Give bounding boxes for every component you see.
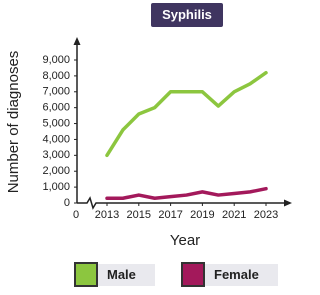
y-tick-label: 2,000 bbox=[42, 165, 70, 177]
y-tick-label: 4,000 bbox=[42, 133, 70, 145]
y-tick-label: 8,000 bbox=[42, 70, 70, 82]
legend-label-box bbox=[204, 264, 278, 286]
x-tick-label: 2017 bbox=[158, 209, 182, 221]
x-axis-title: Year bbox=[170, 232, 200, 249]
x-origin-label: 0 bbox=[73, 209, 79, 221]
chart-title: Syphilis bbox=[162, 7, 212, 22]
series-line bbox=[105, 70, 268, 158]
x-tick-label: 2013 bbox=[95, 209, 119, 221]
y-tick-label: 6,000 bbox=[42, 102, 70, 114]
y-tick-label: 3,000 bbox=[42, 149, 70, 161]
title-box bbox=[151, 3, 223, 27]
x-arrow bbox=[284, 199, 292, 207]
x-tick-label: 2015 bbox=[127, 209, 151, 221]
legend-swatch bbox=[181, 262, 205, 287]
legend-label: Male bbox=[107, 267, 136, 282]
legend-swatch bbox=[74, 262, 98, 287]
y-tick-label: 1,000 bbox=[42, 181, 70, 193]
x-tick-label: 2023 bbox=[254, 209, 278, 221]
legend-label-box bbox=[97, 264, 155, 286]
legend-label: Female bbox=[214, 267, 259, 282]
chart: Syphilis Number of diagnoses Year 0 0 1,0… bbox=[5, 3, 292, 287]
y-tick-label: 5,000 bbox=[42, 117, 70, 129]
y-axis-title: Number of diagnoses bbox=[5, 51, 22, 194]
x-tick-label: 2019 bbox=[190, 209, 214, 221]
y-tick-label: 9,000 bbox=[42, 54, 70, 66]
y-tick-label: 0 bbox=[64, 197, 70, 209]
y-tick-label: 7,000 bbox=[42, 86, 70, 98]
x-tick-label: 2021 bbox=[222, 209, 246, 221]
series-line bbox=[105, 186, 268, 200]
y-arrow bbox=[73, 37, 81, 45]
x-axis bbox=[77, 196, 288, 210]
